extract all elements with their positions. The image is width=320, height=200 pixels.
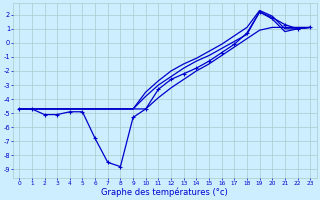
X-axis label: Graphe des températures (°c): Graphe des températures (°c) xyxy=(101,187,228,197)
